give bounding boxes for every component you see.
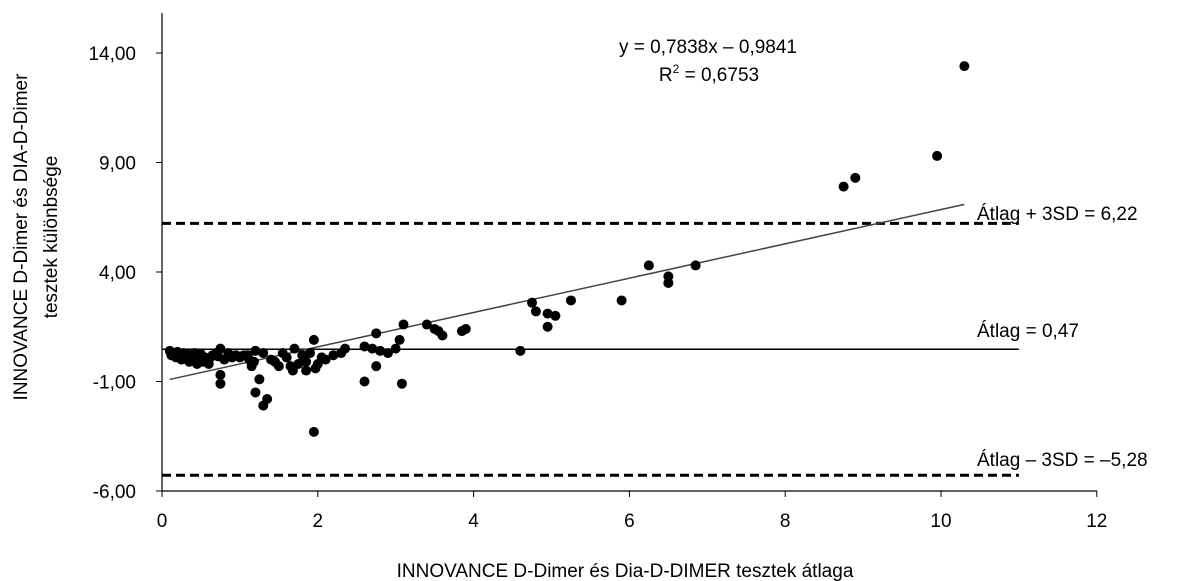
data-point <box>396 378 407 389</box>
data-point <box>359 341 370 352</box>
y-tick-label: -1,00 <box>93 373 136 394</box>
x-tick-label: 10 <box>930 511 951 532</box>
x-axis-title: INNOVANCE D-Dimer és Dia-D-DIMER tesztek… <box>397 561 854 581</box>
data-point <box>287 365 298 376</box>
data-point <box>838 181 849 192</box>
data-point <box>248 356 259 367</box>
x-tick-label: 6 <box>624 511 635 532</box>
data-point <box>542 321 553 332</box>
data-point <box>530 306 541 317</box>
x-tick-label: 12 <box>1086 511 1107 532</box>
data-point <box>616 295 627 306</box>
data-point <box>293 358 304 369</box>
y-axis-title: INNOVANCE D-Dimer és DIA-D-Dimer tesztek… <box>11 73 62 401</box>
data-point <box>663 277 674 288</box>
data-point <box>565 295 576 306</box>
x-tick-label: 0 <box>157 511 168 532</box>
ref-label-upper: Átlag + 3SD = 6,22 <box>977 204 1138 225</box>
data-point <box>301 356 312 367</box>
data-point <box>460 323 471 334</box>
data-point <box>258 348 269 359</box>
data-point <box>367 343 378 354</box>
data-point <box>371 361 382 372</box>
y-tick-label: 14,00 <box>88 44 136 65</box>
x-tick-label: 4 <box>468 511 479 532</box>
y-tick-label: 9,00 <box>99 154 136 175</box>
y-tick-label: 4,00 <box>99 263 136 284</box>
data-point <box>359 376 370 387</box>
data-point <box>254 374 265 385</box>
data-point <box>690 260 701 271</box>
data-point <box>550 310 561 321</box>
r2-superscript: 2 <box>673 62 680 76</box>
data-point <box>515 345 526 356</box>
data-point <box>390 343 401 354</box>
data-point <box>850 172 861 183</box>
x-tick-label: 2 <box>313 511 324 532</box>
y-axis-title-line-1: INNOVANCE D-Dimer és DIA-D-Dimer <box>11 73 32 401</box>
data-point <box>308 426 319 437</box>
data-point <box>215 343 226 354</box>
x-tick-label: 8 <box>780 511 791 532</box>
data-point <box>215 369 226 380</box>
data-point <box>643 260 654 271</box>
data-point <box>308 334 319 345</box>
data-point <box>250 345 261 356</box>
data-point <box>527 297 538 308</box>
data-point <box>340 343 351 354</box>
data-point <box>375 345 386 356</box>
ref-label-mean: Átlag = 0,47 <box>977 321 1079 342</box>
data-point <box>959 61 970 72</box>
data-point <box>398 319 409 330</box>
data-point <box>382 348 393 359</box>
data-point <box>542 308 553 319</box>
data-point <box>371 328 382 339</box>
r2-value: = 0,6753 <box>679 65 759 86</box>
regression-r2: R2 = 0,6753 <box>659 62 759 86</box>
data-point <box>273 361 284 372</box>
ref-label-lower: Átlag – 3SD = –5,28 <box>977 450 1148 471</box>
points <box>164 61 970 437</box>
data-point <box>320 354 331 365</box>
data-point <box>437 330 448 341</box>
data-point <box>250 387 261 398</box>
axes <box>161 13 1097 492</box>
y-ticks: -6,00 -1,00 4,00 9,00 14,00 <box>88 44 162 503</box>
data-point <box>932 150 943 161</box>
data-point <box>281 352 292 363</box>
data-point <box>301 365 312 376</box>
y-tick-label: -6,00 <box>93 482 136 503</box>
x-ticks: 0 2 4 6 8 10 12 <box>157 491 1107 532</box>
y-axis-title-line-2: tesztek különbsége <box>41 156 62 319</box>
data-point <box>328 350 339 361</box>
r2-label: R <box>659 65 673 86</box>
data-point <box>289 343 300 354</box>
data-point <box>215 378 226 389</box>
data-point <box>305 348 316 359</box>
regression-equation: y = 0,7838x – 0,9841 <box>619 37 797 58</box>
data-point <box>394 334 405 345</box>
data-point <box>262 394 273 405</box>
data-point <box>421 319 432 330</box>
